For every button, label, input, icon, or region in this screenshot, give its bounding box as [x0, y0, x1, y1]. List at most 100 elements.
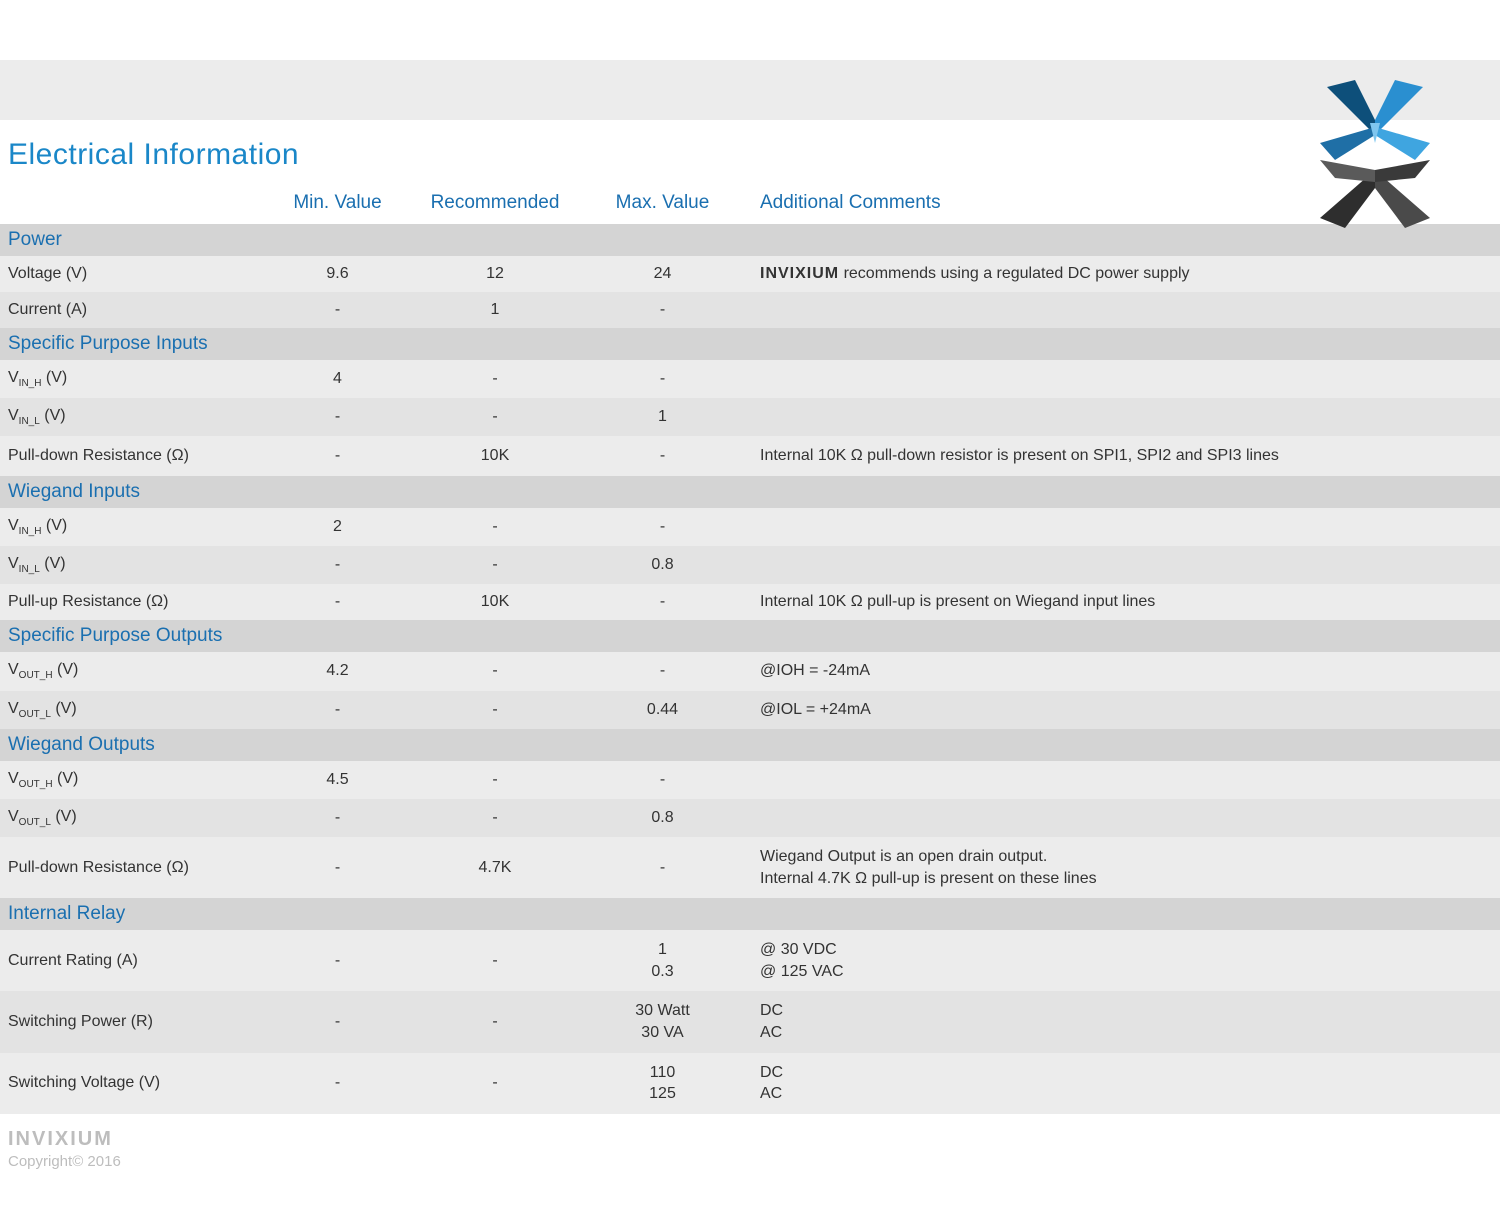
cell-rec: 1: [415, 292, 575, 328]
cell-comment: DCAC: [750, 1053, 1500, 1114]
row-relay-power: Switching Power (R) - - 30 Watt30 VA DCA…: [0, 991, 1500, 1052]
cell-min: 4.2: [260, 652, 415, 690]
cell-rec: -: [415, 398, 575, 436]
cell-comment: Internal 10K Ω pull-up is present on Wie…: [750, 584, 1500, 620]
section-title: Wiegand Outputs: [0, 729, 260, 761]
cell-max: -: [575, 292, 750, 328]
row-wiegin-pullup: Pull-up Resistance (Ω) - 10K - Internal …: [0, 584, 1500, 620]
row-spo-voutl: VOUT_L (V) - - 0.44 @IOL = +24mA: [0, 691, 1500, 729]
col-rec: Recommended: [415, 186, 575, 224]
row-relay-voltage: Switching Voltage (V) - - 110125 DCAC: [0, 1053, 1500, 1114]
cell-max: -: [575, 436, 750, 476]
cell-label: Voltage (V): [0, 256, 260, 292]
cell-max: 0.44: [575, 691, 750, 729]
cell-max: -: [575, 584, 750, 620]
cell-min: -: [260, 799, 415, 837]
cell-rec: -: [415, 1053, 575, 1114]
cell-rec: -: [415, 761, 575, 799]
cell-comment: [750, 546, 1500, 584]
cell-min: -: [260, 1053, 415, 1114]
cell-max: 1: [575, 398, 750, 436]
cell-rec: 4.7K: [415, 837, 575, 898]
section-title: Power: [0, 224, 260, 256]
cell-rec: -: [415, 508, 575, 546]
cell-rec: -: [415, 652, 575, 690]
cell-comment: @IOH = -24mA: [750, 652, 1500, 690]
cell-max: 110125: [575, 1053, 750, 1114]
cell-rec: -: [415, 799, 575, 837]
cell-comment: [750, 508, 1500, 546]
cell-comment: DCAC: [750, 991, 1500, 1052]
cell-min: -: [260, 584, 415, 620]
cell-min: -: [260, 546, 415, 584]
row-wiegout-vouth: VOUT_H (V) 4.5 - -: [0, 761, 1500, 799]
cell-rec: -: [415, 691, 575, 729]
row-wiegin-vinh: VIN_H (V) 2 - -: [0, 508, 1500, 546]
cell-max: -: [575, 837, 750, 898]
cell-min: -: [260, 436, 415, 476]
row-power-voltage: Voltage (V) 9.6 12 24 INVIXIUM recommend…: [0, 256, 1500, 292]
cell-comment: @IOL = +24mA: [750, 691, 1500, 729]
cell-min: -: [260, 292, 415, 328]
section-title: Wiegand Inputs: [0, 476, 260, 508]
cell-min: -: [260, 837, 415, 898]
section-spi: Specific Purpose Inputs: [0, 328, 1500, 360]
electrical-table: Min. Value Recommended Max. Value Additi…: [0, 186, 1500, 1114]
cell-comment: [750, 360, 1500, 398]
row-wiegout-voutl: VOUT_L (V) - - 0.8: [0, 799, 1500, 837]
cell-label: Pull-down Resistance (Ω): [0, 837, 260, 898]
cell-label: Current (A): [0, 292, 260, 328]
cell-comment: @ 30 VDC@ 125 VAC: [750, 930, 1500, 991]
cell-min: 2: [260, 508, 415, 546]
section-title: Specific Purpose Inputs: [0, 328, 260, 360]
cell-label: Switching Power (R): [0, 991, 260, 1052]
cell-min: 4.5: [260, 761, 415, 799]
cell-max: -: [575, 508, 750, 546]
footer-brand: INVIXIUM: [8, 1128, 1500, 1151]
cell-label: VOUT_L (V): [0, 799, 260, 837]
header-band: [0, 60, 1500, 120]
col-max: Max. Value: [575, 186, 750, 224]
section-wiegout: Wiegand Outputs: [0, 729, 1500, 761]
cell-label: VIN_H (V): [0, 508, 260, 546]
cell-label: VOUT_H (V): [0, 761, 260, 799]
cell-max: -: [575, 761, 750, 799]
cell-label: VIN_L (V): [0, 398, 260, 436]
cell-label: VIN_H (V): [0, 360, 260, 398]
section-wiegin: Wiegand Inputs: [0, 476, 1500, 508]
comment-suffix: recommends using a regulated DC power su…: [839, 265, 1189, 282]
cell-label: VOUT_L (V): [0, 691, 260, 729]
cell-max: -: [575, 360, 750, 398]
cell-min: -: [260, 398, 415, 436]
row-spo-vouth: VOUT_H (V) 4.2 - - @IOH = -24mA: [0, 652, 1500, 690]
row-wiegout-pulldown: Pull-down Resistance (Ω) - 4.7K - Wiegan…: [0, 837, 1500, 898]
row-wiegin-vinl: VIN_L (V) - - 0.8: [0, 546, 1500, 584]
row-spi-pulldown: Pull-down Resistance (Ω) - 10K - Interna…: [0, 436, 1500, 476]
cell-label: VIN_L (V): [0, 546, 260, 584]
col-min: Min. Value: [260, 186, 415, 224]
cell-label: Pull-up Resistance (Ω): [0, 584, 260, 620]
footer-copyright: Copyright© 2016: [8, 1153, 1500, 1170]
cell-max: 10.3: [575, 930, 750, 991]
cell-rec: 10K: [415, 584, 575, 620]
cell-rec: -: [415, 360, 575, 398]
cell-rec: 10K: [415, 436, 575, 476]
row-spi-vinh: VIN_H (V) 4 - -: [0, 360, 1500, 398]
cell-max: 0.8: [575, 799, 750, 837]
cell-label: Current Rating (A): [0, 930, 260, 991]
row-power-current: Current (A) - 1 -: [0, 292, 1500, 328]
section-relay: Internal Relay: [0, 898, 1500, 930]
cell-comment: [750, 799, 1500, 837]
cell-min: 9.6: [260, 256, 415, 292]
cell-comment: Wiegand Output is an open drain output.I…: [750, 837, 1500, 898]
table-header-row: Min. Value Recommended Max. Value Additi…: [0, 186, 1500, 224]
page-title: Electrical Information: [0, 120, 1500, 186]
page: Electrical Information Min. Value Recomm…: [0, 60, 1500, 1210]
cell-rec: -: [415, 991, 575, 1052]
brand-logo-icon: [1290, 70, 1460, 240]
cell-min: -: [260, 991, 415, 1052]
col-blank: [0, 186, 260, 224]
brand-inline: INVIXIUM: [760, 265, 839, 282]
cell-min: -: [260, 930, 415, 991]
section-power: Power: [0, 224, 1500, 256]
